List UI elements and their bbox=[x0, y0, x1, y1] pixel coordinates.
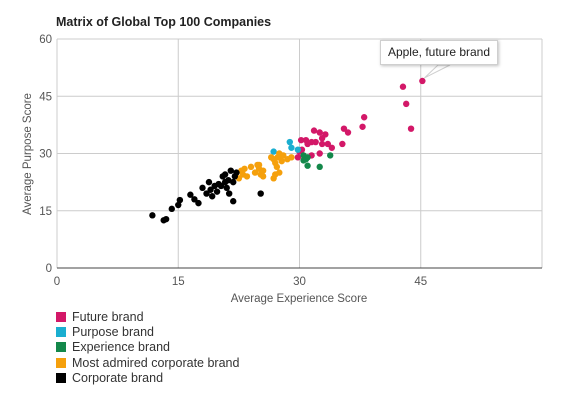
data-point[interactable] bbox=[176, 196, 184, 204]
data-point[interactable] bbox=[304, 162, 311, 169]
data-point[interactable] bbox=[195, 199, 202, 207]
data-point[interactable] bbox=[278, 152, 285, 159]
data-point[interactable] bbox=[162, 215, 170, 223]
legend-label: Purpose brand bbox=[72, 324, 155, 339]
grid bbox=[56, 38, 543, 268]
x-axis-title: Average Experience Score bbox=[231, 293, 368, 305]
legend-label: Most admired corporate brand bbox=[72, 355, 240, 370]
data-point[interactable] bbox=[288, 144, 295, 151]
y-tick-label: 30 bbox=[39, 149, 52, 161]
data-point[interactable] bbox=[294, 146, 302, 153]
x-tick-label: 15 bbox=[172, 276, 185, 288]
y-axis-title: Average Purpose Score bbox=[22, 93, 34, 215]
data-point[interactable] bbox=[288, 154, 295, 161]
data-point[interactable] bbox=[199, 184, 206, 192]
data-point[interactable] bbox=[403, 100, 410, 108]
data-point[interactable] bbox=[247, 163, 255, 171]
legend: Future brand Purpose brand Experience bran… bbox=[56, 309, 239, 385]
legend-item[interactable]: Most admired corporate brand bbox=[56, 355, 239, 370]
data-point[interactable] bbox=[223, 184, 230, 192]
data-point[interactable] bbox=[207, 186, 214, 193]
legend-swatch bbox=[56, 357, 66, 368]
data-point[interactable] bbox=[302, 136, 310, 144]
data-point[interactable] bbox=[328, 144, 336, 151]
tooltip-pointer bbox=[424, 64, 451, 79]
x-tick-label: 45 bbox=[414, 276, 427, 288]
data-point[interactable] bbox=[175, 201, 182, 209]
legend-swatch bbox=[56, 372, 66, 383]
data-point[interactable] bbox=[221, 171, 229, 178]
data-point[interactable] bbox=[191, 196, 198, 203]
legend-swatch bbox=[56, 326, 66, 337]
data-point[interactable] bbox=[257, 190, 264, 197]
data-point[interactable] bbox=[327, 152, 334, 159]
data-point[interactable] bbox=[294, 154, 302, 161]
x-tick-label: 30 bbox=[293, 276, 306, 288]
tooltip-arrow bbox=[424, 64, 451, 79]
data-point[interactable] bbox=[297, 136, 305, 144]
data-point[interactable] bbox=[187, 191, 194, 198]
data-point[interactable] bbox=[230, 178, 237, 186]
axes: 0 15 30 45 0 15 30 45 60 bbox=[39, 34, 542, 288]
data-point[interactable] bbox=[273, 163, 281, 171]
data-point[interactable] bbox=[310, 127, 318, 134]
data-point[interactable] bbox=[203, 190, 210, 197]
data-point[interactable] bbox=[209, 193, 216, 200]
legend-item[interactable]: Corporate brand bbox=[56, 370, 239, 385]
y-tick-label: 15 bbox=[39, 206, 52, 218]
chart-title: Matrix of Global Top 100 Companies bbox=[56, 15, 272, 29]
data-point[interactable] bbox=[205, 178, 213, 186]
data-point[interactable] bbox=[316, 150, 323, 157]
data-point[interactable] bbox=[213, 188, 221, 195]
data-point[interactable] bbox=[359, 123, 366, 130]
legend-label: Experience brand bbox=[72, 340, 170, 355]
data-point[interactable] bbox=[259, 167, 267, 174]
legend-item[interactable]: Future brand bbox=[56, 309, 239, 324]
data-point[interactable] bbox=[324, 140, 331, 148]
data-point[interactable] bbox=[318, 135, 326, 142]
data-point[interactable] bbox=[272, 171, 279, 178]
data-point[interactable] bbox=[316, 163, 323, 171]
legend-swatch bbox=[56, 342, 66, 353]
x-tick-label: 0 bbox=[54, 276, 60, 288]
data-point[interactable] bbox=[251, 169, 259, 176]
data-points bbox=[149, 77, 426, 224]
data-tooltip: Apple, future brand bbox=[380, 40, 498, 65]
legend-label: Future brand bbox=[72, 309, 144, 324]
data-point[interactable] bbox=[168, 205, 175, 213]
data-point[interactable] bbox=[399, 83, 407, 90]
data-point[interactable] bbox=[255, 161, 263, 169]
data-point[interactable] bbox=[243, 173, 251, 180]
legend-label: Corporate brand bbox=[72, 370, 164, 385]
data-point[interactable] bbox=[286, 138, 293, 146]
data-point[interactable] bbox=[316, 129, 323, 136]
data-point[interactable] bbox=[344, 129, 352, 136]
data-point[interactable] bbox=[339, 140, 346, 148]
data-point[interactable] bbox=[230, 198, 237, 205]
data-point[interactable] bbox=[300, 157, 307, 164]
data-point[interactable] bbox=[225, 177, 232, 184]
data-point[interactable] bbox=[259, 173, 267, 180]
y-tick-label: 0 bbox=[46, 263, 52, 275]
data-point[interactable] bbox=[233, 169, 240, 176]
legend-swatch bbox=[56, 311, 66, 322]
legend-item[interactable]: Experience brand bbox=[56, 340, 239, 355]
data-point[interactable] bbox=[227, 167, 234, 174]
legend-item[interactable]: Purpose brand bbox=[56, 324, 239, 339]
data-point[interactable] bbox=[318, 140, 326, 148]
data-point[interactable] bbox=[312, 138, 319, 146]
data-point[interactable] bbox=[225, 190, 233, 197]
data-point[interactable] bbox=[149, 212, 156, 219]
data-point[interactable] bbox=[407, 125, 415, 132]
y-tick-label: 45 bbox=[39, 91, 52, 103]
y-tick-label: 60 bbox=[39, 34, 52, 46]
data-point[interactable] bbox=[340, 125, 348, 132]
data-point[interactable] bbox=[241, 165, 248, 172]
data-point[interactable] bbox=[360, 114, 368, 121]
data-point[interactable] bbox=[419, 77, 426, 85]
data-point[interactable] bbox=[270, 148, 277, 155]
data-point[interactable] bbox=[217, 182, 225, 190]
data-point[interactable] bbox=[278, 157, 285, 165]
